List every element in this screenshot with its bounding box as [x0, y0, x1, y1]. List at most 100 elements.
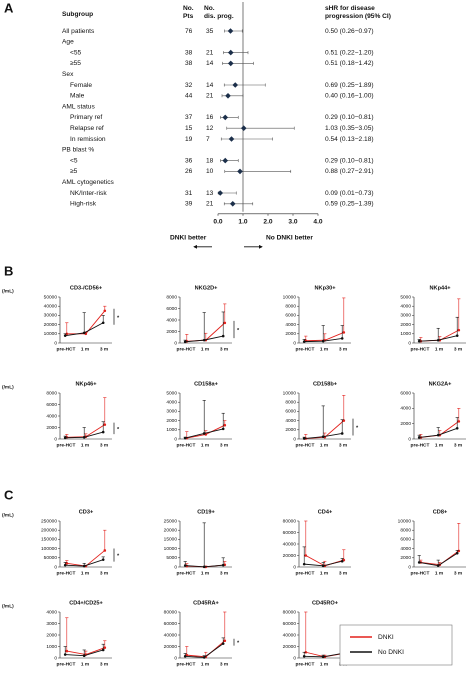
x-tick-label: pre-HCT: [57, 661, 76, 667]
point: [221, 642, 225, 645]
row-label: <55: [70, 49, 82, 56]
point: [221, 334, 225, 338]
y-tick-label: 5000: [166, 555, 177, 561]
ci-label: 1.03 (0.35−3.05): [325, 125, 374, 132]
x-tick-label: pre-HCT: [296, 442, 315, 448]
header: Pts: [183, 13, 194, 20]
hr-diamond: [222, 157, 229, 164]
hr-diamond: [222, 114, 229, 121]
row-label: AML cytogenetics: [62, 179, 114, 186]
x-tick-label: pre-HCT: [177, 346, 196, 352]
n-pts: 39: [185, 201, 193, 208]
y-tick-label: 4000: [46, 609, 57, 615]
y-tick-label: 3000: [400, 313, 411, 319]
y-tick-label: 4000: [400, 303, 411, 309]
legend-label: No DNKI: [378, 649, 404, 656]
point: [436, 433, 440, 437]
y-tick-label: 4000: [285, 418, 296, 424]
point: [417, 561, 421, 564]
point: [202, 338, 206, 342]
x-tick-label: pre-HCT: [57, 346, 76, 352]
hr-diamond: [225, 93, 231, 99]
hr-diamond: [227, 49, 234, 56]
x-tick-label: 3 m: [339, 570, 347, 576]
ci-label: 0.69 (0.25−1.89): [325, 82, 374, 89]
row-label: <5: [70, 157, 78, 164]
x-tick-label: 3 m: [100, 442, 108, 448]
y-tick-label: 10000: [398, 518, 412, 524]
row-label: Female: [70, 82, 92, 89]
y-tick-label: 1000: [400, 331, 411, 337]
y-tick-label: 0: [54, 655, 57, 661]
y-tick-label: 20000: [283, 553, 297, 559]
point: [321, 435, 325, 439]
point: [183, 654, 187, 658]
n-pts: 37: [185, 114, 193, 121]
panel-label: C: [4, 487, 14, 502]
point: [223, 423, 227, 427]
x-tick-label: 3 m: [339, 442, 347, 448]
point: [63, 563, 67, 567]
x-tick-label: 1 m: [435, 442, 443, 448]
y-tick-label: 4000: [400, 406, 411, 412]
point: [103, 549, 107, 552]
point: [436, 338, 440, 342]
x-tick-label: pre-HCT: [177, 661, 196, 667]
point: [103, 309, 107, 313]
hr-diamond: [228, 136, 235, 142]
y-tick-label: 3000: [166, 409, 177, 415]
point: [436, 564, 440, 567]
x-tick-label: 3 m: [220, 346, 228, 352]
point: [221, 563, 225, 567]
y-tick-label: 1000: [166, 427, 177, 433]
y-tick-label: 2000: [285, 427, 296, 433]
x-tick-label: pre-HCT: [177, 570, 196, 576]
point: [340, 337, 344, 340]
y-tick-label: 8000: [285, 399, 296, 405]
hr-diamond: [237, 168, 243, 175]
y-tick-label: 20000: [164, 527, 178, 533]
point: [101, 430, 105, 434]
n-pts: 19: [185, 136, 193, 143]
point: [202, 432, 206, 435]
y-tick-label: 80000: [283, 609, 297, 615]
y-tick-label: 60000: [283, 530, 297, 536]
y-tick-label: 0: [293, 564, 296, 570]
x-tick-label: 1.0: [238, 219, 247, 226]
x-tick-label: 1 m: [81, 661, 89, 667]
n-pts: 38: [185, 49, 193, 56]
header: sHR for disease: [325, 5, 375, 12]
n-prog: 10: [206, 168, 214, 175]
x-tick-label: 1 m: [81, 442, 89, 448]
point: [321, 655, 325, 659]
n-pts: 36: [185, 157, 193, 164]
x-tick-label: 2.0: [263, 219, 272, 226]
n-pts: 44: [185, 93, 193, 100]
y-tick-label: 6000: [285, 409, 296, 415]
point: [340, 559, 344, 563]
y-tick-label: 0: [174, 655, 177, 661]
x-tick-label: pre-HCT: [296, 346, 315, 352]
header: No.: [183, 5, 194, 12]
x-tick-label: 3 m: [220, 570, 228, 576]
chart-title: NKG2D+: [195, 285, 219, 291]
x-tick-label: 1 m: [81, 570, 89, 576]
point: [63, 436, 67, 440]
point: [417, 436, 421, 439]
x-tick-label: 3 m: [100, 570, 108, 576]
legend-box: [339, 624, 453, 666]
n-prog: 12: [206, 125, 214, 132]
x-tick-label: 3 m: [454, 346, 462, 352]
point: [221, 427, 225, 431]
y-tick-label: 6000: [166, 306, 177, 312]
chart-title: CD158a+: [194, 381, 219, 387]
y-tick-label: 0: [293, 340, 296, 346]
point: [455, 551, 459, 555]
point: [302, 437, 306, 440]
chart-title: NKG2A+: [429, 381, 453, 387]
chart-title: CD8+: [433, 509, 448, 515]
y-tick-label: 6000: [400, 390, 411, 396]
y-tick-label: 1000: [46, 644, 57, 650]
ci-label: 0.51 (0.18−1.42): [325, 60, 374, 67]
